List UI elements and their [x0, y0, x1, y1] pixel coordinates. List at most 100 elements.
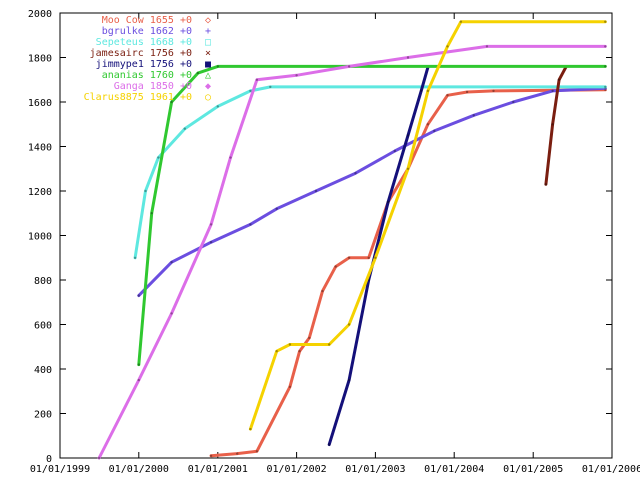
data-point [170, 312, 173, 315]
legend-label: Ganga 1850 +0 [114, 81, 192, 92]
data-point [492, 89, 495, 93]
data-point [157, 156, 160, 159]
legend-entry: jamesairc 1756 +0 × [90, 48, 211, 59]
data-point [433, 129, 436, 133]
data-point [347, 378, 351, 382]
data-point [249, 223, 252, 226]
data-point [347, 65, 351, 68]
y-tick-label: 1200 [28, 187, 52, 198]
legend-marker: ■ [205, 59, 211, 70]
legend-entry: Clarus8875 1961 +0 ○ [84, 92, 211, 103]
legend-marker: ◆ [205, 81, 211, 92]
data-point [209, 454, 213, 457]
data-point [406, 167, 410, 170]
data-point [406, 56, 410, 59]
y-tick-label: 400 [34, 365, 52, 376]
data-point [288, 343, 292, 346]
data-point [216, 105, 219, 108]
x-tick-label: 01/01/2006 [582, 464, 640, 475]
data-point [288, 385, 292, 388]
data-point [275, 207, 278, 210]
data-point [314, 189, 318, 193]
data-point [183, 127, 186, 130]
data-point [97, 456, 101, 460]
legend-label: jimmype1 1756 +0 [96, 59, 192, 70]
x-tick-label: 01/01/2003 [345, 464, 405, 475]
legend: Moo Cow 1655 +0 ◇bgrulke 1662 +0 +Sepeteus… [84, 15, 211, 103]
data-point [551, 89, 554, 93]
data-point [150, 212, 153, 215]
legend-entry: jimmype1 1756 +0 ■ [96, 59, 211, 70]
data-point [406, 134, 410, 137]
data-point [354, 172, 357, 175]
data-point [133, 256, 137, 259]
series-line-ganga [97, 44, 607, 460]
legend-marker: ◇ [205, 15, 211, 26]
data-point [170, 100, 173, 104]
data-point [144, 189, 147, 193]
data-point [347, 256, 351, 259]
data-point [485, 45, 489, 48]
legend-marker: × [205, 48, 211, 59]
legend-marker: □ [205, 37, 211, 48]
legend-label: Sepeteus 1668 +0 [96, 37, 192, 48]
y-tick-label: 200 [34, 410, 52, 421]
legend-entry: Ganga 1850 +0 ◆ [114, 81, 211, 92]
data-point [249, 427, 252, 431]
data-point [420, 89, 423, 93]
legend-label: bgrulke 1662 +0 [102, 26, 192, 37]
data-point [249, 89, 252, 93]
data-point [137, 378, 140, 382]
y-tick-label: 1000 [28, 232, 52, 243]
data-point [170, 261, 173, 264]
y-tick-label: 2000 [28, 9, 52, 20]
legend-entry: Moo Cow 1655 +0 ◇ [102, 15, 211, 26]
legend-entry: Sepeteus 1668 +0 □ [96, 37, 211, 48]
data-point [255, 78, 259, 82]
x-tick-label: 01/01/2004 [424, 464, 484, 475]
y-tick-label: 600 [34, 321, 52, 332]
data-point [465, 90, 469, 94]
data-point [269, 85, 272, 89]
data-point [209, 223, 213, 226]
data-point [275, 350, 278, 353]
data-point [308, 336, 311, 340]
series-line-bgrulke [137, 86, 607, 298]
y-tick-label: 1400 [28, 143, 52, 154]
data-point [604, 85, 607, 89]
series-line-jimmype1 [327, 65, 430, 447]
data-point [544, 183, 548, 186]
x-tick-label: 01/01/2001 [188, 464, 248, 475]
data-point [328, 343, 331, 346]
data-point [386, 200, 390, 204]
x-tick-label: 01/01/2002 [266, 464, 326, 475]
data-point [236, 452, 239, 455]
data-point [604, 65, 607, 68]
legend-marker: ○ [205, 92, 211, 103]
data-point [512, 100, 515, 104]
y-tick-label: 0 [46, 454, 52, 465]
data-point [196, 71, 200, 75]
series-layer [97, 20, 607, 460]
x-tick-label: 01/01/2005 [503, 464, 563, 475]
x-tick-label: 01/01/1999 [30, 464, 90, 475]
data-point [557, 78, 561, 82]
data-point [255, 450, 259, 453]
series-line-jamesairc [544, 65, 568, 186]
data-point [604, 45, 607, 48]
legend-entry: ananias 1760 +0 △ [102, 70, 211, 81]
data-point [295, 74, 298, 77]
legend-entry: bgrulke 1662 +0 + [102, 26, 211, 37]
data-point [347, 323, 351, 326]
legend-label: jamesairc 1756 +0 [90, 48, 192, 59]
data-point [374, 256, 377, 259]
data-point [298, 350, 301, 353]
data-point [426, 123, 430, 126]
data-point [229, 156, 232, 159]
x-tick-label: 01/01/2000 [109, 464, 169, 475]
data-point [446, 94, 449, 97]
data-point [137, 294, 140, 297]
y-tick-label: 800 [34, 276, 52, 287]
legend-marker: △ [205, 70, 211, 81]
